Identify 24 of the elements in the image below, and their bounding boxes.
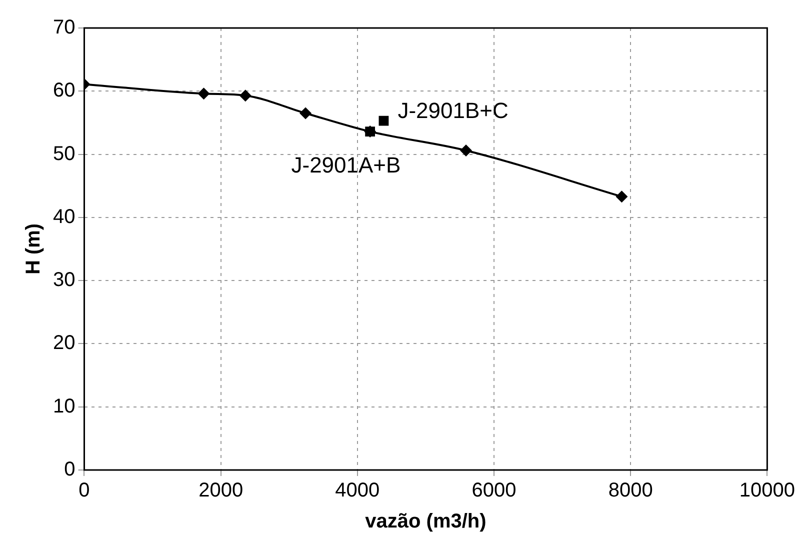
- y-tick-label: 30: [52, 269, 76, 292]
- point: [198, 88, 210, 100]
- x-tick-label: 4000: [335, 480, 380, 502]
- y-tick-label: 10: [52, 395, 76, 418]
- x-axis-title: vazão (m3/h): [365, 510, 486, 533]
- y-tick-label: 70: [52, 16, 76, 39]
- y-axis-title: H (m): [22, 223, 45, 275]
- annotation: J-2901A+B: [291, 152, 401, 178]
- point: [300, 107, 312, 120]
- y-tick-label: 20: [52, 332, 76, 354]
- y-tick-label: 50: [52, 142, 76, 165]
- y-tick-label: 40: [52, 206, 76, 228]
- point: [616, 190, 628, 203]
- point: [378, 116, 389, 126]
- x-tick-label: 6000: [472, 480, 516, 502]
- annotation: J-2901B+C: [398, 98, 509, 123]
- point: [460, 144, 472, 156]
- x-tick-label: 8000: [608, 480, 653, 502]
- x-tick-label: 10000: [739, 480, 796, 502]
- x-tick-label: 0: [78, 480, 90, 502]
- x-tick-label: 2000: [198, 480, 244, 502]
- y-tick-label: 60: [52, 80, 76, 102]
- point: [239, 90, 252, 102]
- y-tick-label: 0: [64, 458, 76, 481]
